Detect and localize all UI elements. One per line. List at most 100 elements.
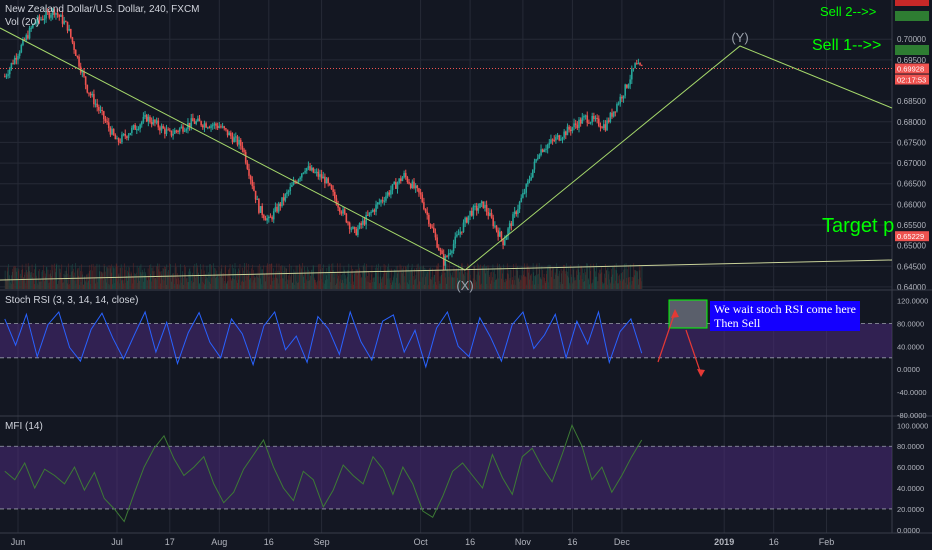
candle-body [358,223,361,229]
volume-bar [324,283,325,289]
volume-bar [634,275,636,289]
candle-body [256,198,259,200]
volume-bar [491,280,493,289]
volume-bar [300,272,301,289]
volume-bar [206,277,207,289]
volume-bar [606,269,608,289]
volume-bar [500,267,501,289]
candle-body [197,118,199,122]
volume-bar [294,284,295,289]
candle-body [624,84,626,96]
candle-body [434,232,437,238]
volume-bar [538,263,540,289]
volume-bar [541,266,543,289]
volume-bar [403,266,404,289]
candle-body [583,116,585,118]
volume-bar [388,268,390,289]
volume-bar [162,268,164,289]
volume-bar [44,281,45,289]
candle-body [254,190,257,200]
volume-bar [547,265,549,289]
volume-bar [329,266,330,289]
candle-body [320,174,323,179]
volume-bar [493,282,495,289]
candle-body [188,122,191,127]
volume-bar [511,284,512,289]
volume-bar [444,272,446,289]
volume-bar [618,283,619,289]
candle-body [340,211,343,214]
volume-bar [17,268,19,289]
volume-bar [159,283,161,289]
candle-body [190,118,193,127]
volume-bar [522,276,523,289]
volume-bar [361,277,363,289]
volume-bar [573,267,575,289]
volume-bar [391,284,393,289]
candle-body [612,111,615,117]
x-tick-label: Nov [515,537,532,547]
candle-body [436,237,438,248]
volume-label: Vol (20) [5,17,40,28]
x-tick-label: Aug [211,537,227,547]
volume-bar [271,263,272,289]
volume-bar [181,274,183,289]
volume-bar [87,282,88,289]
candle-body [535,159,537,162]
candle-body [103,111,105,120]
candle-body [41,19,44,21]
volume-bar [189,267,191,289]
volume-bar [517,266,518,289]
volume-bar [377,276,379,289]
volume-bar [272,277,274,289]
stoch-rsi-tick-label: -80.0000 [897,411,927,420]
volume-bar [278,283,279,289]
volume-bar [442,273,444,289]
volume-bar [84,275,86,289]
volume-bar [561,270,563,289]
volume-bar [387,266,388,289]
candle-body [282,197,285,201]
volume-bar [373,277,374,289]
volume-bar [36,278,38,289]
volume-bar [311,269,313,289]
volume-bar [154,278,155,289]
candle-body [259,206,262,213]
candle-body [154,119,156,123]
volume-bar [267,263,268,289]
volume-bar [464,275,466,289]
volume-bar [459,272,461,289]
volume-bar [247,276,248,289]
candle-body [637,63,640,65]
volume-bar [193,265,195,289]
volume-bar [86,274,88,289]
volume-bar [5,279,7,289]
volume-bar [186,278,187,289]
candle-body [106,121,108,123]
candle-body [352,226,354,229]
mfi-tick-label: 20.0000 [897,505,924,514]
volume-bar [371,265,373,289]
candle-body [297,179,300,183]
volume-bar [214,277,216,289]
volume-bar [383,263,385,289]
volume-bar [104,271,106,289]
volume-bar [399,264,401,289]
volume-bar [337,263,338,289]
volume-bar [564,264,565,289]
volume-bar [225,283,227,289]
volume-bar [613,283,615,289]
candle-body [579,119,582,124]
volume-bar [469,281,471,289]
volume-bar [275,274,276,289]
volume-bar [429,267,430,289]
volume-bar [412,284,414,289]
volume-bar [444,272,445,289]
volume-bar [11,275,12,289]
volume-bar [186,278,188,289]
candle-body [574,123,577,125]
volume-bar [212,276,214,289]
volume-bar [319,264,321,289]
volume-bar [382,277,383,289]
volume-bar [350,273,351,289]
